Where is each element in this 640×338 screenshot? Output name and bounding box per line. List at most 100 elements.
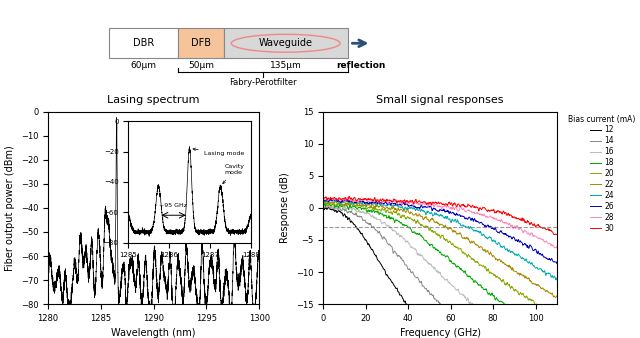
26 <box>458 214 465 218</box>
24 <box>476 231 483 235</box>
16 <box>458 292 465 296</box>
24 <box>380 203 388 207</box>
22 <box>552 295 559 299</box>
14 <box>328 204 335 208</box>
28 <box>426 202 433 206</box>
14 <box>380 235 388 239</box>
Line: 22: 22 <box>323 201 557 297</box>
12 <box>361 238 369 242</box>
18 <box>496 300 504 304</box>
18 <box>361 206 369 210</box>
14 <box>361 218 369 222</box>
12 <box>319 208 327 212</box>
28 <box>458 206 465 210</box>
20 <box>496 276 504 280</box>
26 <box>553 262 561 266</box>
22 <box>380 206 388 210</box>
26 <box>476 221 483 225</box>
26 <box>332 197 339 201</box>
18 <box>324 200 332 204</box>
20 <box>553 313 561 317</box>
30 <box>426 201 433 205</box>
30 <box>550 233 558 237</box>
22 <box>496 257 504 261</box>
30 <box>553 232 561 236</box>
16 <box>426 261 433 265</box>
28 <box>361 198 369 202</box>
Text: DFB: DFB <box>191 38 211 48</box>
20 <box>476 264 483 268</box>
30 <box>361 197 369 201</box>
Line: 30: 30 <box>323 196 557 235</box>
X-axis label: Frequency (GHz): Frequency (GHz) <box>399 329 481 338</box>
Text: Waveguide: Waveguide <box>259 38 313 48</box>
16 <box>476 309 483 313</box>
28 <box>496 218 504 222</box>
30 <box>458 203 465 208</box>
20 <box>426 228 433 232</box>
Text: 50μm: 50μm <box>188 61 214 70</box>
Line: 26: 26 <box>323 199 557 264</box>
24 <box>496 241 504 245</box>
18 <box>319 204 327 208</box>
16 <box>380 221 388 225</box>
22 <box>426 220 433 224</box>
Bar <box>178 28 224 58</box>
26 <box>426 204 433 208</box>
30 <box>476 206 483 210</box>
30 <box>319 197 327 201</box>
20 <box>458 248 465 252</box>
26 <box>361 201 369 205</box>
18 <box>458 267 465 271</box>
Text: Fabry-Perotfilter: Fabry-Perotfilter <box>229 78 296 87</box>
Text: 135μm: 135μm <box>270 61 301 70</box>
24 <box>361 201 369 205</box>
28 <box>345 195 353 199</box>
Line: 18: 18 <box>323 202 557 338</box>
Y-axis label: Response (dB): Response (dB) <box>280 172 291 243</box>
30 <box>346 194 353 198</box>
18 <box>426 242 433 246</box>
Line: 16: 16 <box>323 204 557 338</box>
X-axis label: Wavelength (nm): Wavelength (nm) <box>111 329 196 338</box>
28 <box>380 200 388 204</box>
18 <box>552 337 559 338</box>
28 <box>319 196 327 200</box>
24 <box>342 198 349 202</box>
Line: 24: 24 <box>323 200 557 280</box>
30 <box>496 210 504 214</box>
26 <box>496 231 504 235</box>
24 <box>426 211 433 215</box>
24 <box>319 198 327 202</box>
28 <box>552 246 559 250</box>
18 <box>476 283 483 287</box>
Line: 14: 14 <box>323 206 557 338</box>
Line: 20: 20 <box>323 202 557 318</box>
Bar <box>224 28 348 58</box>
20 <box>319 200 327 204</box>
22 <box>332 199 339 203</box>
14 <box>458 322 465 326</box>
22 <box>553 294 561 298</box>
18 <box>380 214 388 218</box>
28 <box>476 213 483 217</box>
20 <box>321 200 328 204</box>
26 <box>319 198 327 202</box>
30 <box>380 199 388 203</box>
Line: 28: 28 <box>323 197 557 248</box>
20 <box>551 316 559 320</box>
14 <box>319 207 327 211</box>
12 <box>426 331 433 335</box>
20 <box>361 203 369 207</box>
Legend: 12, 14, 16, 18, 20, 22, 24, 26, 28, 30: 12, 14, 16, 18, 20, 22, 24, 26, 28, 30 <box>565 112 639 236</box>
22 <box>458 233 465 237</box>
Line: 12: 12 <box>323 207 557 338</box>
16 <box>361 211 369 215</box>
18 <box>553 336 561 338</box>
22 <box>476 246 483 250</box>
26 <box>380 201 388 206</box>
Bar <box>109 28 178 58</box>
20 <box>380 208 388 212</box>
24 <box>458 224 465 228</box>
Title: Small signal responses: Small signal responses <box>376 95 504 105</box>
